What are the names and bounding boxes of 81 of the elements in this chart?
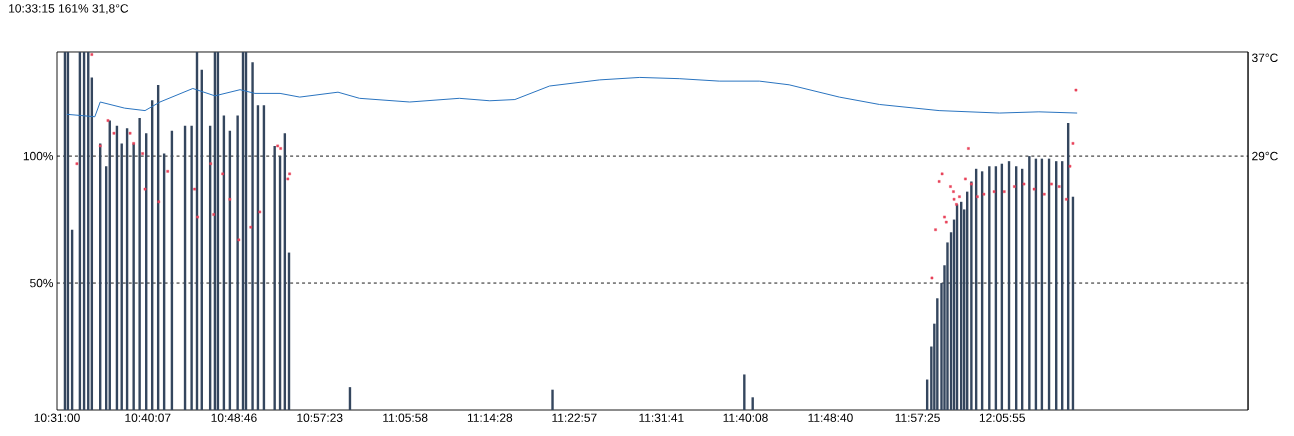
x-tick-label: 10:48:46 bbox=[211, 413, 257, 422]
y2-tick-label: 29°C bbox=[1252, 151, 1278, 161]
point bbox=[937, 180, 941, 183]
point bbox=[930, 276, 934, 280]
bar bbox=[132, 143, 135, 410]
x-tick-label: 10:57:23 bbox=[297, 413, 343, 422]
point bbox=[934, 228, 937, 232]
point bbox=[193, 187, 196, 191]
x-tick-label: 11:57:25 bbox=[895, 413, 940, 422]
point bbox=[982, 192, 986, 196]
point bbox=[1065, 197, 1068, 201]
y-tick-label: 100% bbox=[23, 151, 54, 161]
line-series bbox=[66, 76, 1078, 118]
bar bbox=[743, 374, 746, 410]
point bbox=[944, 220, 948, 224]
x-tick-label: 11:05:58 bbox=[383, 413, 428, 422]
point bbox=[1013, 185, 1016, 188]
bar bbox=[251, 62, 254, 410]
point bbox=[237, 238, 241, 242]
x-tick-label: 11:31:41 bbox=[639, 413, 684, 422]
point bbox=[286, 177, 290, 181]
x-tick-label: 11:14:28 bbox=[467, 413, 513, 422]
point bbox=[970, 182, 973, 186]
point bbox=[1057, 185, 1061, 188]
point bbox=[958, 195, 961, 199]
point bbox=[106, 119, 110, 122]
point bbox=[75, 162, 79, 166]
bar bbox=[1028, 156, 1031, 410]
x-tick-label: 11:22:57 bbox=[552, 413, 597, 422]
y-tick-label: 50% bbox=[30, 278, 54, 288]
bar bbox=[751, 397, 754, 410]
bar bbox=[190, 125, 193, 410]
point bbox=[1032, 187, 1036, 191]
point bbox=[1050, 182, 1053, 186]
point bbox=[209, 162, 213, 166]
bar bbox=[551, 389, 554, 410]
point bbox=[940, 172, 944, 176]
bar bbox=[988, 166, 991, 410]
point bbox=[943, 215, 946, 219]
point bbox=[1071, 142, 1075, 145]
x-tick-label: 10:40:07 bbox=[125, 413, 171, 422]
point bbox=[279, 147, 282, 150]
bar bbox=[970, 181, 973, 410]
point bbox=[949, 185, 952, 188]
point bbox=[288, 172, 291, 176]
point bbox=[128, 131, 132, 135]
point bbox=[249, 225, 253, 229]
point bbox=[1042, 192, 1046, 196]
point bbox=[1002, 190, 1006, 193]
point bbox=[98, 144, 102, 148]
point bbox=[132, 142, 135, 145]
point bbox=[258, 210, 262, 214]
bar bbox=[273, 145, 276, 410]
x-tick-label: 11:48:40 bbox=[808, 413, 853, 422]
point bbox=[157, 200, 161, 204]
point bbox=[112, 131, 116, 135]
point bbox=[228, 197, 232, 201]
point bbox=[221, 172, 224, 176]
point bbox=[212, 213, 216, 216]
x-tick-label: 11:40:08 bbox=[723, 413, 768, 422]
point bbox=[1068, 164, 1072, 168]
x-tick-label: 10:31:00 bbox=[34, 413, 80, 422]
x-tick-label: 12:05:55 bbox=[979, 413, 1025, 422]
point bbox=[955, 203, 958, 206]
point bbox=[1074, 88, 1078, 92]
bar bbox=[138, 118, 141, 410]
point bbox=[1022, 182, 1026, 186]
bar bbox=[236, 115, 239, 410]
point bbox=[952, 197, 956, 201]
y2-tick-label: 37°C bbox=[1252, 53, 1278, 62]
point bbox=[992, 190, 996, 193]
point bbox=[90, 53, 94, 56]
text: 10:33:15 161% 31,8°C bbox=[9, 4, 129, 15]
point bbox=[967, 147, 970, 150]
point bbox=[141, 152, 144, 155]
point bbox=[166, 170, 170, 173]
point bbox=[952, 190, 955, 193]
point bbox=[964, 177, 967, 181]
point bbox=[976, 195, 979, 199]
point bbox=[196, 215, 199, 219]
point bbox=[143, 187, 147, 191]
